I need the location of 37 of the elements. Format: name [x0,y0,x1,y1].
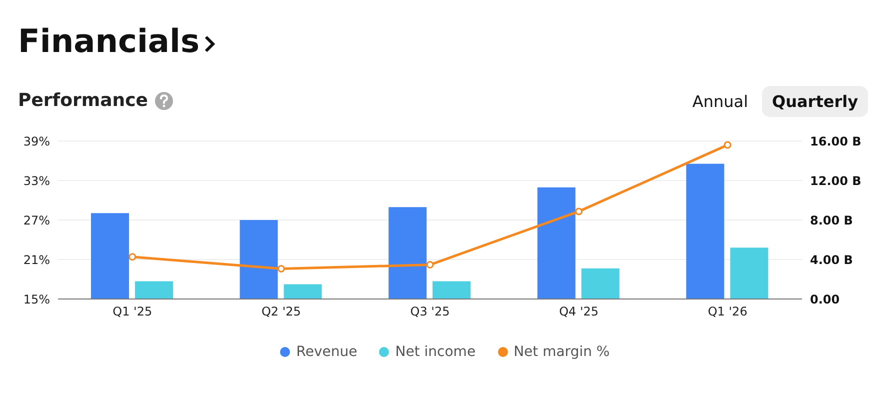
chart-subtitle: Performance [18,90,148,111]
bar [240,220,278,299]
point [277,264,285,272]
bar [135,281,173,299]
y-tick-label: 33% [23,174,50,188]
y2-tick-label: 4.00 B [810,252,853,267]
bar [91,213,129,299]
y2-tick-label: 16.00 B [810,134,862,148]
bar [388,207,427,299]
bar [284,284,322,299]
x-tick-label: Q2 '25 [261,304,301,319]
bar [730,248,768,299]
point [426,261,434,269]
legend-label: Net margin % [512,344,610,360]
y2-tick-label: 0.00 [810,292,840,306]
y-tick-label: 39% [23,134,50,148]
point [128,253,136,261]
bar [537,187,576,299]
point [575,208,583,216]
chart-title: Financials [18,22,200,60]
bar [581,268,620,299]
point [724,141,732,149]
x-tick-label: Q4 '25 [559,304,599,319]
legend-label: Net income [394,344,476,360]
y2-tick-label: 12.00 B [810,174,862,188]
bar [686,164,724,299]
y-tick-label: 15% [23,292,50,306]
x-tick-label: Q1 '25 [112,304,152,319]
x-tick-label: Q3 '25 [410,304,450,319]
x-tick-label: Q1 '26 [708,304,748,319]
y-tick-label: 21% [23,252,50,267]
y2-tick-label: 8.00 B [810,213,853,228]
bar [432,281,471,299]
legend-label: Revenue [295,344,358,360]
y-tick-label: 27% [23,213,50,228]
text: Quarterly [762,86,868,117]
text: Annual [691,91,750,113]
